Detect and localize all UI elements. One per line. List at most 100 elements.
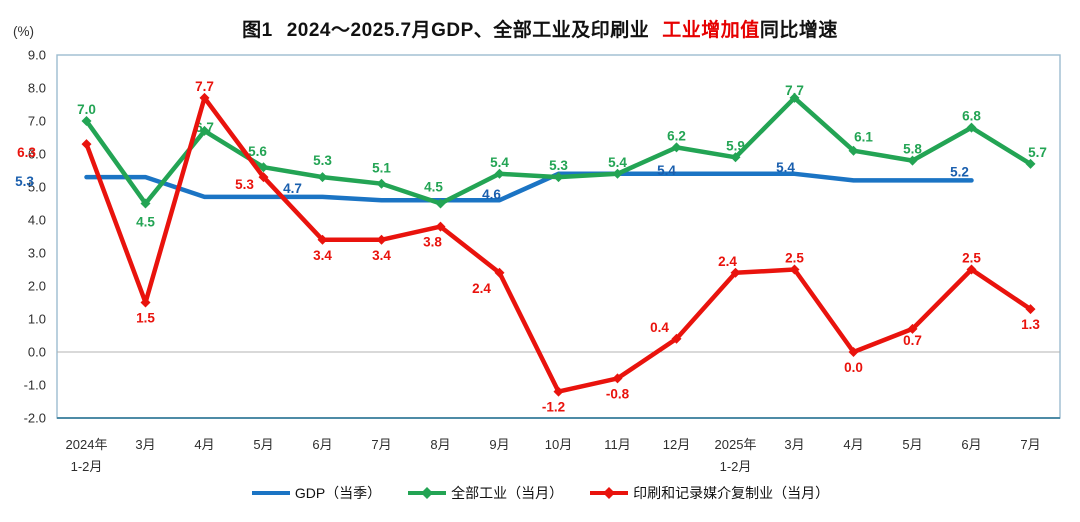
plot-border: [56, 54, 1061, 419]
printing-value-label: 3.4: [372, 248, 391, 263]
all-industry-marker: [671, 142, 682, 153]
all-industry-value-label: 6.8: [962, 109, 981, 124]
printing-marker: [317, 234, 328, 245]
x-tick-label: 2024年: [66, 437, 108, 452]
all-industry-value-label: 6.7: [195, 120, 214, 135]
gdp-line: [84, 171, 974, 203]
printing-marker: [730, 267, 741, 278]
printing-value-label: 5.3: [235, 177, 254, 192]
legend-item-all-industry: 全部工业（当月）: [407, 483, 563, 503]
y-axis-unit-label: (%): [13, 24, 34, 39]
all-industry-value-label: 5.4: [608, 155, 627, 170]
x-tick-label: 2025年: [715, 437, 757, 452]
all-industry-value-label: 5.3: [549, 158, 568, 173]
printing-value-label: 0.4: [650, 320, 669, 335]
all-industry-marker: [140, 198, 151, 209]
all-industry-value-label: 5.6: [248, 144, 267, 159]
printing-value-label: 0.7: [903, 333, 922, 348]
y-tick-label: 3.0: [28, 246, 46, 261]
printing-marker: [258, 172, 269, 183]
all-industry-marker: [907, 155, 918, 166]
chart-title: 图1 2024～2025.7月GDP、全部工业及印刷业 工业增加值同比增速: [0, 15, 1080, 42]
legend-label-all-industry: 全部工业（当月）: [451, 485, 564, 501]
printing-value-label: 3.8: [423, 235, 442, 250]
all-industry-marker: [730, 152, 741, 163]
x-tick-label: 6月: [312, 437, 332, 452]
x-tick-label-line2: 1-2月: [71, 459, 103, 474]
printing-marker: [1025, 304, 1036, 315]
all-industry-marker: [789, 92, 800, 103]
printing-marker: [199, 92, 210, 103]
x-tick-label: 5月: [902, 437, 922, 452]
all-industry-marker: [1025, 158, 1036, 169]
all-industry-value-label: 6.1: [854, 130, 873, 145]
printing-value-label: 2.5: [785, 251, 804, 266]
all-industry-marker: [376, 178, 387, 189]
y-tick-label: 8.0: [28, 81, 46, 96]
y-tick-label: 6.0: [28, 147, 46, 162]
x-tick-label: 5月: [253, 437, 273, 452]
all-industry-marker: [81, 116, 92, 126]
printing-marker: [494, 267, 505, 278]
all-industry-marker: [966, 122, 977, 133]
printing-marker: [81, 139, 92, 150]
legend-marker-all-industry: [421, 487, 434, 499]
printing-value-label: -1.2: [542, 400, 565, 415]
printing-marker: [848, 347, 859, 357]
y-tick-label: -2.0: [24, 411, 46, 426]
all-industry-value-label: 5.1: [372, 161, 391, 176]
title-suffix-text: 同比增速: [759, 20, 838, 41]
x-tick-label: 4月: [194, 437, 214, 452]
printing-value-label: -0.8: [606, 386, 630, 401]
printing-marker: [671, 333, 682, 344]
title-figure-label: 图1: [242, 20, 273, 41]
printing-value-label: 6.3: [17, 145, 36, 160]
gdp-value-label: 5.3: [15, 174, 34, 189]
printing-marker: [435, 221, 446, 232]
printing-marker: [907, 323, 918, 334]
gdp-value-label: 5.2: [950, 164, 969, 179]
y-tick-label: 4.0: [28, 213, 46, 228]
all-industry-marker: [494, 168, 505, 179]
y-tick-label: 0.0: [28, 345, 46, 360]
printing-value-label: 2.4: [718, 254, 737, 269]
title-main-text: 2024～2025.7月GDP、全部工业及印刷业: [286, 20, 650, 41]
all-industry-value-label: 4.5: [424, 180, 443, 195]
printing-marker: [376, 234, 387, 245]
legend-marker-printing: [603, 487, 616, 499]
printing-value-label: 1.5: [136, 311, 155, 326]
y-tick-label: 5.0: [28, 180, 46, 195]
all-industry-line: [84, 95, 1033, 206]
all-industry-value-label: 7.7: [785, 83, 804, 98]
printing-marker: [966, 264, 977, 275]
printing-marker: [789, 264, 800, 275]
x-tick-label: 7月: [371, 437, 391, 452]
all-industry-value-label: 4.5: [136, 215, 155, 230]
gdp-value-label: 4.7: [283, 181, 302, 196]
y-tick-label: -1.0: [24, 378, 46, 393]
x-tick-label: 6月: [961, 437, 981, 452]
x-tick-label: 3月: [135, 437, 155, 452]
legend-label-gdp: GDP（当季）: [294, 485, 382, 501]
printing-line: [84, 95, 1033, 394]
printing-value-label: 7.7: [195, 79, 214, 94]
legend-swatch-printing: [590, 487, 629, 499]
legend-item-gdp: GDP（当季）: [251, 483, 381, 503]
y-tick-label: 9.0: [28, 48, 46, 63]
x-tick-label: 10月: [545, 437, 572, 452]
all-industry-marker: [612, 168, 623, 179]
all-industry-value-label: 6.2: [667, 128, 686, 143]
all-industry-marker: [435, 198, 446, 209]
all-industry-value-label: 7.0: [77, 102, 96, 117]
gdp-value-label: 4.6: [482, 187, 501, 202]
x-tick-label: 12月: [663, 437, 690, 452]
gdp-value-label: 5.4: [657, 163, 676, 178]
all-industry-marker: [199, 125, 210, 136]
printing-value-label: 3.4: [313, 248, 332, 263]
all-industry-value-label: 5.8: [903, 142, 922, 157]
all-industry-marker: [553, 172, 564, 183]
x-tick-label: 9月: [489, 437, 509, 452]
x-tick-label: 4月: [843, 437, 863, 452]
legend-label-printing: 印刷和记录媒介复制业（当月）: [633, 485, 830, 501]
legend: GDP（当季） 全部工业（当月） 印刷和记录媒介复制业（当月）: [0, 483, 1080, 503]
